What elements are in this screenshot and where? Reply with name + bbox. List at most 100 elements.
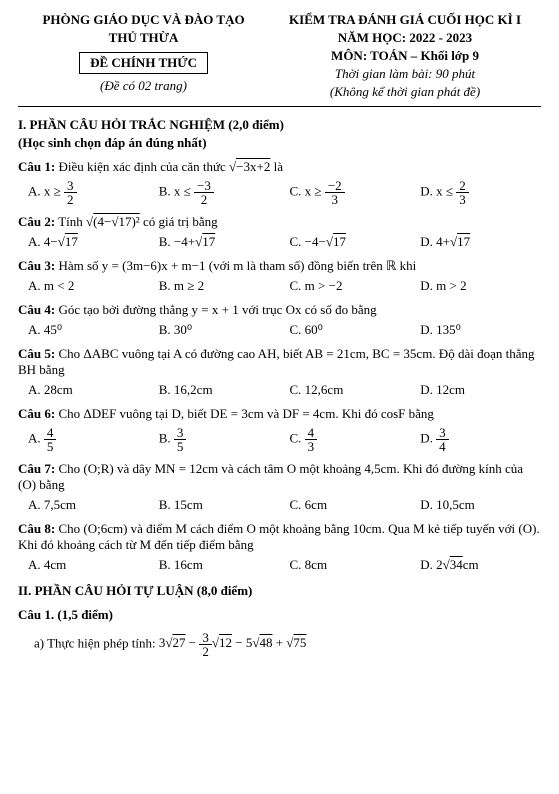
header-left-block: PHÒNG GIÁO DỤC VÀ ĐÀO TẠO THỦ THỪA ĐỀ CH… <box>18 12 269 100</box>
org-line2: THỦ THỪA <box>18 30 269 46</box>
question-6: Câu 6: Cho ΔDEF vuông tại D, biết DE = 3… <box>18 406 541 422</box>
q5-text: Cho ΔABC vuông tại A có đường cao AH, bi… <box>18 346 534 377</box>
school-year: NĂM HỌC: 2022 - 2023 <box>269 30 541 46</box>
q1-optC-num: −2 <box>325 179 345 193</box>
q1-tail: là <box>274 159 283 174</box>
q3-optD: D. m > 2 <box>410 278 541 294</box>
q7-label: Câu 7: <box>18 461 55 476</box>
q1-optC: C. x ≥ −23 <box>280 179 411 206</box>
q1-optD-num: 2 <box>456 179 469 193</box>
q3-optB: B. m ≥ 2 <box>149 278 280 294</box>
q1-optB-pre: B. x ≤ <box>159 183 194 198</box>
q2-optC: C. −4−√17 <box>280 234 411 250</box>
header-right-block: KIỂM TRA ĐÁNH GIÁ CUỐI HỌC KÌ I NĂM HỌC:… <box>269 12 541 100</box>
q2-label: Câu 2: <box>18 214 55 229</box>
q5-label: Câu 5: <box>18 346 55 361</box>
q6-optB-den: 5 <box>174 440 187 453</box>
q6-optC-pre: C. <box>290 430 305 445</box>
q1-optA: A. x ≥ 32 <box>18 179 149 206</box>
official-box: ĐỀ CHÍNH THỨC <box>79 52 208 74</box>
q6-optB-pre: B. <box>159 430 174 445</box>
q8-label: Câu 8: <box>18 521 55 536</box>
q1-optA-den: 2 <box>64 193 77 206</box>
tl1-part-a: a) Thực hiện phép tính: 3√27 − 32√12 − 5… <box>18 631 541 658</box>
q4-optB: B. 30⁰ <box>149 322 280 338</box>
q1-text: Điều kiện xác định của căn thức <box>58 159 229 174</box>
q6-optA: A. 45 <box>18 426 149 453</box>
q1-optD: D. x ≤ 23 <box>410 179 541 206</box>
q1-optA-num: 3 <box>64 179 77 193</box>
q8-optC: C. 8cm <box>280 557 411 573</box>
q1-optA-pre: A. x ≥ <box>28 183 64 198</box>
q4-optC: C. 60⁰ <box>280 322 411 338</box>
q1-optB: B. x ≤ −32 <box>149 179 280 206</box>
q2-optD: D. 4+√17 <box>410 234 541 250</box>
q3-text: Hàm số y = (3m−6)x + m−1 (với m là tham … <box>58 258 416 273</box>
q1-options: A. x ≥ 32 B. x ≤ −32 C. x ≥ −23 D. x ≤ 2… <box>18 179 541 206</box>
exam-title: KIỂM TRA ĐÁNH GIÁ CUỐI HỌC KÌ I <box>269 12 541 28</box>
q8-optD: D. 2√34cm <box>410 557 541 573</box>
q6-optD-den: 4 <box>436 440 449 453</box>
q3-label: Câu 3: <box>18 258 55 273</box>
tl1-a-expr: 3√27 − 32√12 − 5√48 + √75 <box>159 635 307 650</box>
q2-optA: A. 4−√17 <box>18 234 149 250</box>
question-7: Câu 7: Cho (O;R) và dây MN = 12cm và các… <box>18 461 541 493</box>
duration-note: (Không kể thời gian phát đề) <box>269 84 541 100</box>
q4-text: Góc tạo bởi đường thẳng y = x + 1 với tr… <box>58 302 376 317</box>
q7-options: A. 7,5cm B. 15cm C. 6cm D. 10,5cm <box>18 497 541 513</box>
q8-text: Cho (O;6cm) và điểm M cách điểm O một kh… <box>18 521 540 552</box>
page-count-note: (Đề có 02 trang) <box>18 78 269 94</box>
q1-optD-pre: D. x ≤ <box>420 183 456 198</box>
q4-label: Câu 4: <box>18 302 55 317</box>
tl1-label: Câu 1. (1,5 điểm) <box>18 607 541 623</box>
q6-optA-num: 4 <box>44 426 57 440</box>
q2-expr: √(4−√17)² <box>86 214 140 229</box>
q4-options: A. 45⁰ B. 30⁰ C. 60⁰ D. 135⁰ <box>18 322 541 338</box>
q3-options: A. m < 2 B. m ≥ 2 C. m > −2 D. m > 2 <box>18 278 541 294</box>
q6-options: A. 45 B. 35 C. 43 D. 34 <box>18 426 541 453</box>
q1-optC-den: 3 <box>325 193 345 206</box>
q5-optB: B. 16,2cm <box>149 382 280 398</box>
q1-label: Câu 1: <box>18 159 55 174</box>
q7-text: Cho (O;R) và dây MN = 12cm và cách tâm O… <box>18 461 523 492</box>
q4-optA: A. 45⁰ <box>18 322 149 338</box>
q6-optC-num: 4 <box>305 426 318 440</box>
question-2: Câu 2: Tính √(4−√17)² có giá trị bằng <box>18 214 541 230</box>
q2-optB: B. −4+√17 <box>149 234 280 250</box>
q3-optC: C. m > −2 <box>280 278 411 294</box>
section1-title: I. PHẦN CÂU HỎI TRẮC NGHIỆM (2,0 điểm) <box>18 117 541 133</box>
q6-optD: D. 34 <box>410 426 541 453</box>
q3-optA: A. m < 2 <box>18 278 149 294</box>
q6-text: Cho ΔDEF vuông tại D, biết DE = 3cm và D… <box>58 406 433 421</box>
document-header: PHÒNG GIÁO DỤC VÀ ĐÀO TẠO THỦ THỪA ĐỀ CH… <box>18 12 541 100</box>
org-line1: PHÒNG GIÁO DỤC VÀ ĐÀO TẠO <box>18 12 269 28</box>
q2-tail: có giá trị bằng <box>143 214 218 229</box>
question-3: Câu 3: Hàm số y = (3m−6)x + m−1 (với m l… <box>18 258 541 274</box>
q8-options: A. 4cm B. 16cm C. 8cm D. 2√34cm <box>18 557 541 573</box>
question-1: Câu 1: Điều kiện xác định của căn thức √… <box>18 159 541 175</box>
subject-line: MÔN: TOÁN – Khối lớp 9 <box>269 48 541 64</box>
q5-optC: C. 12,6cm <box>280 382 411 398</box>
q2-text: Tính <box>58 214 86 229</box>
q6-label: Câu 6: <box>18 406 55 421</box>
q7-optD: D. 10,5cm <box>410 497 541 513</box>
section1-subtitle: (Học sinh chọn đáp án đúng nhất) <box>18 135 541 151</box>
q6-optD-pre: D. <box>420 430 436 445</box>
q6-optB: B. 35 <box>149 426 280 453</box>
q1-optB-den: 2 <box>194 193 214 206</box>
q5-optA: A. 28cm <box>18 382 149 398</box>
q6-optD-num: 3 <box>436 426 449 440</box>
q4-optD: D. 135⁰ <box>410 322 541 338</box>
question-4: Câu 4: Góc tạo bởi đường thẳng y = x + 1… <box>18 302 541 318</box>
q7-optB: B. 15cm <box>149 497 280 513</box>
tl1-a-label: a) Thực hiện phép tính: <box>34 635 159 650</box>
question-5: Câu 5: Cho ΔABC vuông tại A có đường cao… <box>18 346 541 378</box>
q7-optA: A. 7,5cm <box>18 497 149 513</box>
q7-optC: C. 6cm <box>280 497 411 513</box>
q1-optD-den: 3 <box>456 193 469 206</box>
q8-optB: B. 16cm <box>149 557 280 573</box>
q6-optB-num: 3 <box>174 426 187 440</box>
duration-line: Thời gian làm bài: 90 phút <box>269 66 541 82</box>
q6-optA-den: 5 <box>44 440 57 453</box>
q6-optC: C. 43 <box>280 426 411 453</box>
